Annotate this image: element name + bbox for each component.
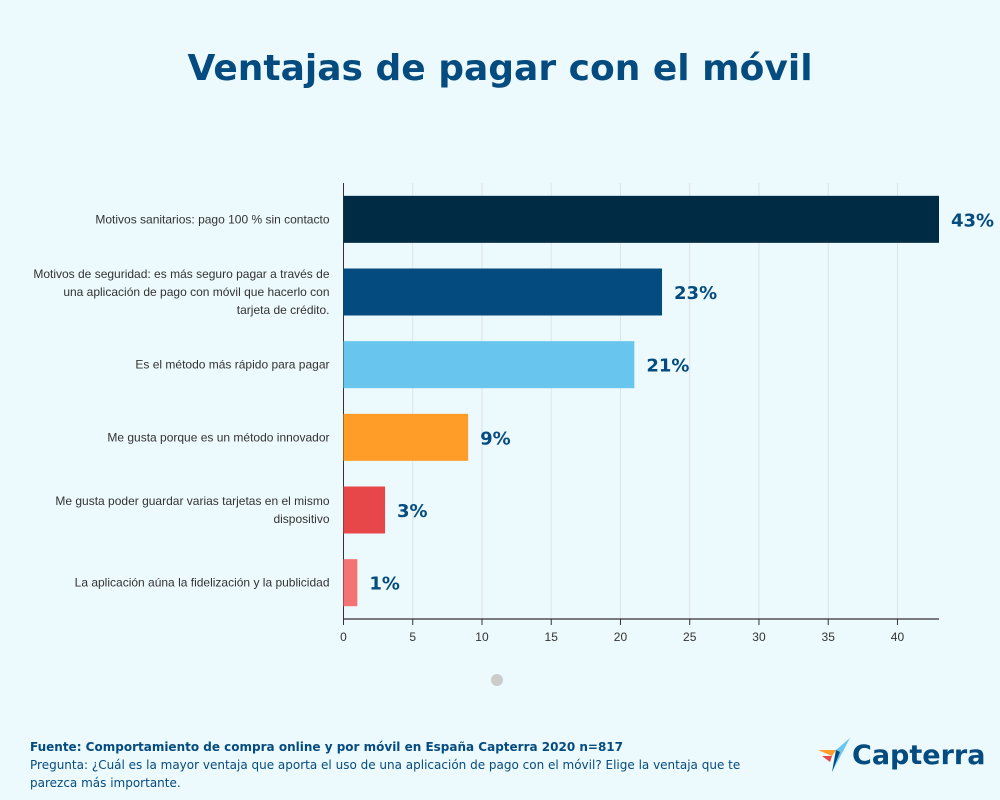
capterra-arrow-icon (818, 738, 850, 772)
category-label: Me gusta poder guardar varias tarjetas e… (55, 494, 329, 508)
data-label: 23% (674, 283, 717, 304)
bar (343, 195, 939, 243)
x-tick-label: 10 (475, 630, 489, 644)
x-tick-label: 35 (822, 630, 836, 644)
data-label: 9% (480, 428, 511, 449)
x-tick-label: 5 (409, 630, 416, 644)
category-label: Es el método más rápido para pagar (135, 358, 329, 372)
data-label: 1% (369, 574, 400, 595)
x-tick-label: 40 (891, 630, 905, 644)
category-label: Motivos de seguridad: es más seguro paga… (33, 267, 329, 281)
data-label: 3% (397, 501, 428, 522)
data-label: 21% (646, 356, 689, 377)
bar (343, 559, 358, 607)
category-label: una aplicación de pago con móvil que hac… (63, 285, 329, 299)
category-label: La aplicación aúna la fidelización y la … (75, 576, 330, 590)
x-tick-label: 0 (340, 630, 347, 644)
category-label: Motivos sanitarios: pago 100 % sin conta… (95, 212, 329, 226)
capterra-logo: Capterra (818, 738, 985, 772)
pagination-dot[interactable] (491, 674, 503, 686)
logo-text: Capterra (852, 739, 986, 771)
bar (343, 486, 386, 534)
bar (343, 268, 663, 316)
question-text: Pregunta: ¿Cuál es la mayor ventaja que … (30, 758, 741, 790)
x-tick-label: 15 (545, 630, 559, 644)
chart-title: Ventajas de pagar con el móvil (187, 48, 813, 89)
category-label: Me gusta porque es un método innovador (107, 430, 329, 444)
bar (343, 413, 469, 461)
x-tick-label: 20 (614, 630, 628, 644)
x-tick-label: 30 (752, 630, 766, 644)
category-label: dispositivo (273, 512, 329, 526)
bar (343, 341, 635, 389)
bar-chart: 0 5 10 15 20 25 30 35 40 43% Motivos sanitarios: p… (33, 183, 994, 644)
source-text: Fuente: Comportamiento de compra online … (30, 740, 624, 754)
footer: Fuente: Comportamiento de compra online … (30, 738, 770, 792)
data-label: 43% (951, 210, 994, 231)
x-tick-label: 25 (683, 630, 697, 644)
category-label: tarjeta de crédito. (237, 303, 330, 317)
